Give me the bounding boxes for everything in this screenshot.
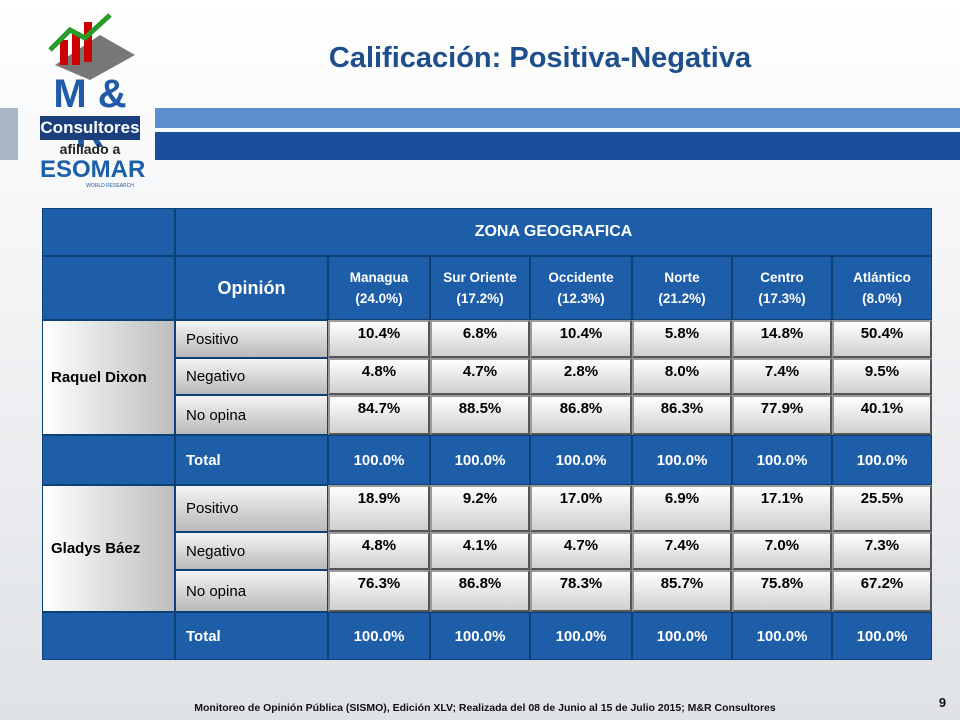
value-cell: 7.4%	[732, 358, 832, 395]
value-cell: 40.1%	[832, 395, 932, 435]
value-cell: 6.9%	[632, 485, 732, 532]
column-share: (24.0%)	[355, 291, 403, 306]
row-label: Negativo	[175, 532, 328, 570]
logo-icon	[40, 10, 140, 80]
column-name: Centro	[760, 270, 804, 285]
stripe-light	[155, 108, 960, 128]
row-label: No opina	[175, 570, 328, 612]
group-name: Raquel Dixon	[42, 320, 175, 435]
value-cell: 14.8%	[732, 320, 832, 358]
column-name: Atlántico	[853, 270, 911, 285]
value-cell: 10.4%	[328, 320, 430, 358]
value-cell: 6.8%	[430, 320, 530, 358]
value-cell: 67.2%	[832, 570, 932, 612]
total-label: Total	[175, 612, 328, 660]
total-cell: 100.0%	[632, 612, 732, 660]
corner	[42, 208, 175, 256]
value-cell: 85.7%	[632, 570, 732, 612]
value-cell: 10.4%	[530, 320, 632, 358]
total-corner	[42, 435, 175, 485]
total-cell: 100.0%	[732, 612, 832, 660]
row-label: Positivo	[175, 485, 328, 532]
total-cell: 100.0%	[328, 435, 430, 485]
total-label: Total	[175, 435, 328, 485]
column-share: (17.3%)	[758, 291, 806, 306]
total-cell: 100.0%	[732, 435, 832, 485]
value-cell: 86.3%	[632, 395, 732, 435]
column-header: Managua (24.0%)	[328, 256, 430, 320]
total-cell: 100.0%	[632, 435, 732, 485]
value-cell: 17.0%	[530, 485, 632, 532]
column-name: Norte	[664, 270, 700, 285]
value-cell: 50.4%	[832, 320, 932, 358]
page-number: 9	[938, 695, 947, 710]
total-cell: 100.0%	[530, 435, 632, 485]
total-cell: 100.0%	[430, 612, 530, 660]
value-cell: 5.8%	[632, 320, 732, 358]
stripe-dark	[155, 132, 960, 160]
title: Calificación: Positiva-Negativa	[328, 42, 752, 74]
total-cell: 100.0%	[832, 435, 932, 485]
stripe-left	[0, 108, 18, 160]
zone-header: ZONA GEOGRAFICA	[175, 208, 932, 256]
column-header: Atlántico (8.0%)	[832, 256, 932, 320]
row-label: Positivo	[175, 320, 328, 358]
value-cell: 4.7%	[430, 358, 530, 395]
value-cell: 4.8%	[328, 532, 430, 570]
logo-name: Consultores	[40, 116, 140, 140]
value-cell: 7.3%	[832, 532, 932, 570]
group-name: Gladys Báez	[42, 485, 175, 612]
column-name: Sur Oriente	[443, 270, 517, 285]
value-cell: 4.1%	[430, 532, 530, 570]
column-header: Centro (17.3%)	[732, 256, 832, 320]
value-cell: 9.2%	[430, 485, 530, 532]
column-header: Norte (21.2%)	[632, 256, 732, 320]
footer-source: Monitoreo de Opinión Pública (SISMO), Ed…	[194, 702, 776, 714]
column-header: Occidente (12.3%)	[530, 256, 632, 320]
column-name: Occidente	[548, 270, 614, 285]
column-share: (12.3%)	[557, 291, 605, 306]
value-cell: 18.9%	[328, 485, 430, 532]
logo-affiliation: afiliado a	[59, 141, 121, 157]
total-cell: 100.0%	[832, 612, 932, 660]
corner	[42, 256, 175, 320]
value-cell: 9.5%	[832, 358, 932, 395]
value-cell: 4.8%	[328, 358, 430, 395]
column-header: Sur Oriente (17.2%)	[430, 256, 530, 320]
logo-partner: ESOMAR	[40, 156, 146, 183]
opinion-header: Opinión	[175, 256, 328, 320]
total-cell: 100.0%	[530, 612, 632, 660]
value-cell: 4.7%	[530, 532, 632, 570]
value-cell: 86.8%	[530, 395, 632, 435]
value-cell: 17.1%	[732, 485, 832, 532]
value-cell: 86.8%	[430, 570, 530, 612]
value-cell: 75.8%	[732, 570, 832, 612]
column-share: (21.2%)	[658, 291, 706, 306]
value-cell: 78.3%	[530, 570, 632, 612]
row-label: Negativo	[175, 358, 328, 395]
value-cell: 88.5%	[430, 395, 530, 435]
row-label: No opina	[175, 395, 328, 435]
column-name: Managua	[349, 270, 409, 285]
total-corner	[42, 612, 175, 660]
value-cell: 77.9%	[732, 395, 832, 435]
logo-graphic	[48, 13, 135, 80]
value-cell: 84.7%	[328, 395, 430, 435]
column-share: (8.0%)	[862, 291, 902, 306]
value-cell: 7.0%	[732, 532, 832, 570]
value-cell: 2.8%	[530, 358, 632, 395]
value-cell: 8.0%	[632, 358, 732, 395]
logo-partner-sub: WORLD RESEARCH	[86, 183, 134, 189]
value-cell: 76.3%	[328, 570, 430, 612]
total-cell: 100.0%	[328, 612, 430, 660]
value-cell: 7.4%	[632, 532, 732, 570]
column-share: (17.2%)	[456, 291, 504, 306]
value-cell: 25.5%	[832, 485, 932, 532]
total-cell: 100.0%	[430, 435, 530, 485]
